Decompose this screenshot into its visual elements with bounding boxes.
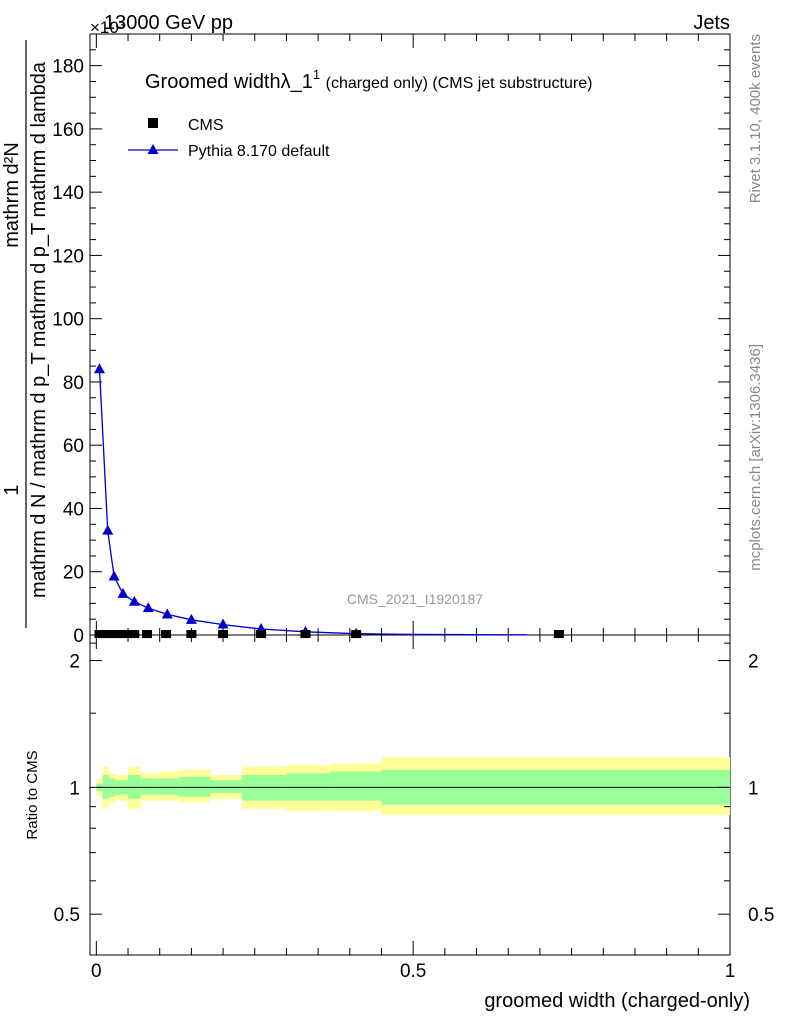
cms-marker [94,630,105,639]
rivet-label: Rivet 3.1.10, 400k events [747,34,764,203]
main-axis-ticks: 0 20 40 60 80 100 120 140 160 180 [52,33,731,647]
cms-marker [300,630,311,639]
main-y-tick-label: 100 [52,310,84,331]
cms-marker [113,630,124,639]
ratio-axis-ticks: 0.5 0.5 1 1 2 2 0 0.5 1 [54,635,774,982]
header-exponent: ×10³ [90,18,125,37]
chart-title-main: Groomed widthλ_1 [145,71,313,93]
pythia-marker [217,618,229,629]
mcplots-label: mcplots.cern.ch [arXiv:1306.3436] [747,344,764,571]
ratio-y-tick-label-right: 1 [748,778,759,799]
main-y-tick-label: 80 [63,373,84,394]
ratio-band-green [178,776,211,797]
ratio-band-green [159,778,179,795]
pythia-marker [128,595,140,606]
x-axis-label: groomed width (charged-only) [484,990,750,1012]
ratio-y-tick-label: 1 [69,778,80,799]
ratio-band-green [102,774,110,799]
ratio-y-label: Ratio to CMS [24,750,41,839]
cms-marker [218,630,229,639]
cms-marker [100,630,111,639]
pythia-marker [108,570,120,581]
pythia-marker [142,602,154,613]
main-plot-frame [89,33,731,636]
main-y-tick-label: 160 [52,120,84,141]
cms-marker [553,630,564,639]
main-y-label-numerator: mathrm d²N [1,142,23,248]
chart-title-sup: 1 [313,67,320,82]
x-tick-label: 0 [91,961,102,982]
x-tick-label: 1 [725,961,736,982]
main-y-tick-label: 180 [52,57,84,78]
legend-marker-pythia [147,144,159,154]
legend-marker-cms [148,118,158,128]
cms-marker [256,630,267,639]
ratio-band-green [128,774,141,799]
main-y-tick-label: 20 [63,563,84,584]
ratio-y-tick-label: 0.5 [54,905,80,926]
ratio-band-green [210,780,243,793]
cms-marker [142,630,153,639]
cms-marker [119,630,130,639]
legend-label-cms: CMS [188,117,224,134]
analysis-watermark: CMS_2021_I1920187 [347,591,483,607]
cms-marker [107,630,118,639]
cms-marker [161,630,172,639]
data-series [94,363,564,639]
legend-label-pythia: Pythia 8.170 default [188,143,330,160]
header-right-label: Jets [693,12,730,34]
main-y-tick-label: 40 [63,499,84,520]
main-y-tick-label: 60 [63,436,84,457]
pythia-marker [117,587,129,598]
cms-marker [351,630,362,639]
pythia-marker [161,608,173,619]
pythia-marker [94,363,106,374]
pythia-marker [185,613,197,624]
legend: CMS Pythia 8.170 default [128,117,330,160]
cms-marker [186,630,197,639]
main-y-axis-label: 1 mathrm d²N mathrm d N / mathrm d p_T m… [1,40,50,628]
cms-marker [129,630,140,639]
chart-subtitle: (charged only) (CMS jet substructure) [326,75,593,92]
main-y-tick-label: 140 [52,183,84,204]
ratio-y-tick-label: 2 [69,652,80,673]
x-tick-label: 0.5 [400,961,426,982]
main-y-tick-label: 0 [73,626,84,647]
ratio-band-green [330,771,382,801]
main-y-label-denominator: mathrm d N / mathrm d p_T mathrm d p_T m… [28,61,50,598]
header-left-label: 13000 GeV pp [104,12,233,34]
chart-title: Groomed widthλ_11 (charged only) (CMS je… [145,67,592,93]
ratio-bands [96,757,730,815]
main-y-label-one: 1 [1,484,23,495]
ratio-band-green [140,778,160,795]
ratio-y-tick-label-right: 0.5 [748,905,774,926]
ratio-y-tick-label-right: 2 [748,652,759,673]
main-y-tick-label: 120 [52,246,84,267]
pythia-marker [102,524,114,535]
